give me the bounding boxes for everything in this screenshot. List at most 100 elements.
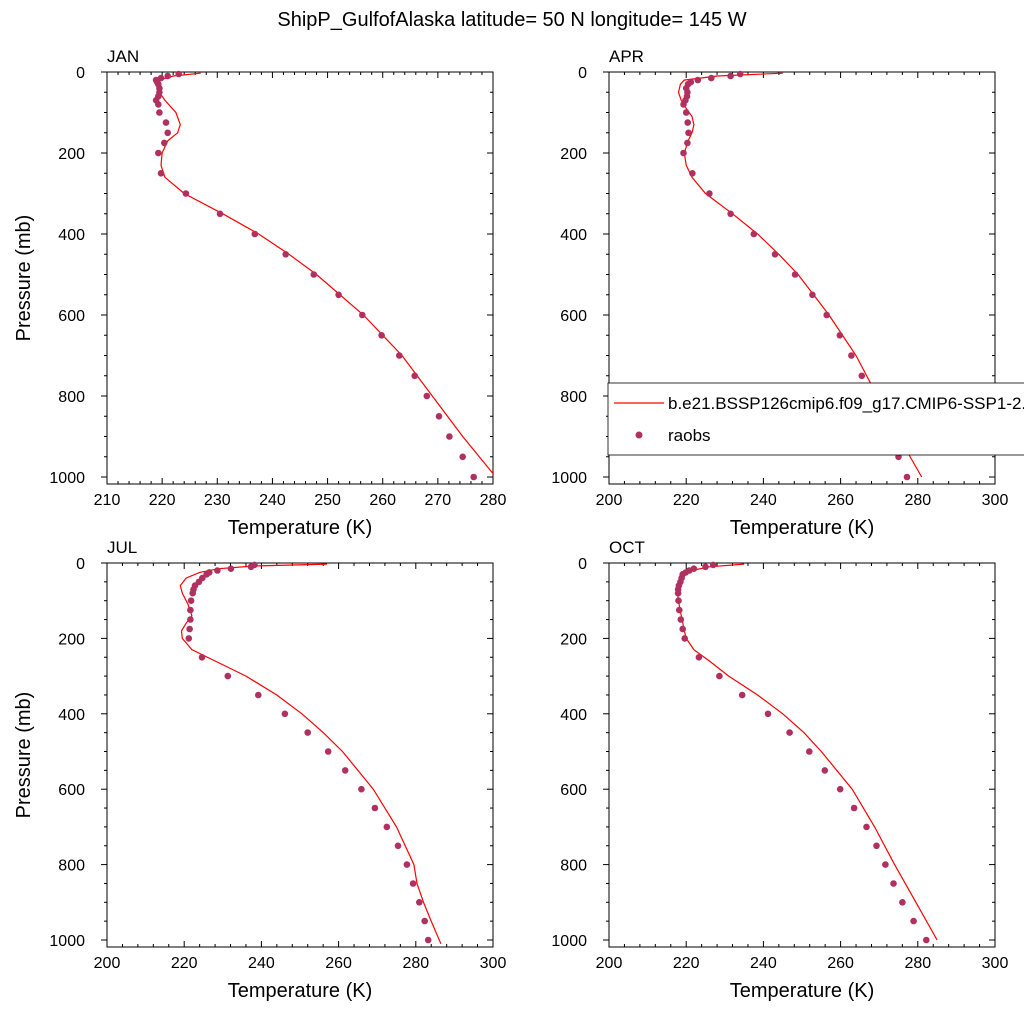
- raobs-point: [771, 251, 779, 258]
- raobs-point: [358, 785, 365, 793]
- x-tick-label: 260: [827, 492, 854, 509]
- raobs-point: [396, 352, 403, 359]
- x-tick-label: 280: [480, 492, 507, 509]
- raobs-point: [684, 119, 691, 126]
- raobs-point: [164, 129, 171, 137]
- raobs-point: [684, 139, 691, 147]
- raobs-point: [409, 880, 417, 887]
- model-series-line: [677, 72, 923, 478]
- legend: b.e21.BSSP126cmip6.f09_g17.CMIP6-SSP1-2.…: [607, 382, 1024, 456]
- x-tick-label: 280: [904, 492, 931, 509]
- raobs-point: [903, 473, 911, 481]
- y-tick-label: 200: [58, 631, 85, 648]
- raobs-point: [858, 372, 866, 380]
- raobs-point: [836, 332, 844, 339]
- x-tick-label: 280: [904, 955, 931, 972]
- y-axis-label: Pressure (mb): [13, 215, 35, 342]
- raobs-point: [403, 861, 411, 868]
- raobs-point: [873, 842, 880, 850]
- panel-jan: 210 220 230 240 250 260 270 280 0 200 400 600 800 100…: [13, 47, 506, 539]
- y-tick-label: 600: [58, 308, 85, 325]
- x-tick-label: 270: [425, 492, 452, 509]
- x-tick-label: 220: [673, 955, 700, 972]
- y-tick-label: 400: [560, 707, 587, 724]
- raobs-point: [216, 210, 224, 218]
- model-series-line: [157, 72, 493, 475]
- raobs-point: [470, 473, 478, 481]
- x-tick-label: 280: [402, 955, 429, 972]
- raobs-point: [689, 170, 696, 177]
- panel-label: OCT: [609, 538, 645, 557]
- y-axis-label: Pressure (mb): [13, 692, 35, 819]
- y-tick-label: 600: [58, 782, 85, 799]
- y-tick-label: 600: [560, 782, 587, 799]
- raobs-point: [182, 190, 190, 197]
- raobs-point: [809, 291, 816, 299]
- y-tick-label: 200: [560, 631, 587, 648]
- x-tick-label: 260: [325, 955, 352, 972]
- raobs-point: [156, 109, 163, 116]
- x-tick-label: 230: [204, 492, 231, 509]
- raobs-point: [359, 311, 366, 319]
- y-tick-label: 800: [560, 389, 587, 406]
- y-tick-label: 1000: [49, 470, 85, 487]
- raobs-point: [677, 616, 685, 623]
- legend-obs-label: raobs: [668, 426, 711, 445]
- raobs-point: [682, 109, 690, 116]
- raobs-point: [679, 625, 686, 633]
- legend-model-label: b.e21.BSSP126cmip6.f09_g17.CMIP6-SSP1-2.…: [668, 394, 1024, 413]
- raobs-point: [459, 453, 467, 461]
- y-tick-label: 0: [578, 65, 587, 82]
- raobs-point: [863, 823, 870, 831]
- panel-label: JUL: [107, 538, 137, 557]
- raobs-point: [836, 785, 844, 793]
- raobs-point: [335, 291, 342, 299]
- x-axis-label: Temperature (K): [730, 517, 875, 539]
- x-tick-label: 240: [259, 492, 286, 509]
- x-tick-label: 240: [750, 492, 777, 509]
- y-tick-label: 800: [58, 389, 85, 406]
- raobs-point: [727, 72, 734, 80]
- y-tick-label: 400: [58, 707, 85, 724]
- raobs-point: [187, 597, 195, 604]
- x-tick-label: 200: [596, 492, 623, 509]
- raobs-point: [175, 70, 182, 78]
- raobs-point: [681, 635, 688, 642]
- plot-frame: [106, 71, 494, 485]
- x-tick-label: 220: [673, 492, 700, 509]
- y-tick-label: 1000: [551, 933, 587, 950]
- raobs-point: [155, 101, 162, 108]
- raobs-point: [899, 899, 906, 906]
- x-tick-label: 300: [982, 492, 1009, 509]
- raobs-point: [764, 710, 772, 718]
- raobs-point: [187, 606, 194, 614]
- legend-obs-marker: [635, 431, 643, 439]
- panel-label: JAN: [107, 47, 139, 66]
- plot-frame: [608, 71, 996, 485]
- raobs-point: [421, 917, 429, 925]
- x-tick-label: 220: [171, 955, 198, 972]
- x-tick-label: 300: [480, 955, 507, 972]
- raobs-point: [424, 936, 432, 944]
- raobs-point: [157, 170, 165, 177]
- raobs-point: [709, 561, 717, 569]
- panel-oct: 200 220 240 260 280 300 0 200 400 600 800 1000 OCT Te…: [551, 538, 1008, 1002]
- x-tick-label: 220: [149, 492, 176, 509]
- raobs-point: [694, 76, 702, 84]
- raobs-point: [706, 190, 713, 197]
- x-tick-label: 260: [827, 955, 854, 972]
- raobs-point: [203, 571, 210, 578]
- x-tick-label: 210: [94, 492, 121, 509]
- y-tick-label: 200: [560, 146, 587, 163]
- raobs-point: [310, 271, 318, 278]
- raobs-point: [674, 589, 682, 597]
- raobs-point: [324, 748, 332, 755]
- raobs-point: [371, 804, 379, 812]
- raobs-point: [435, 413, 443, 420]
- raobs-point: [281, 710, 289, 718]
- raobs-point: [676, 606, 683, 614]
- panel-label: APR: [609, 47, 644, 66]
- raobs-point: [823, 311, 830, 319]
- raobs-point: [251, 230, 259, 238]
- raobs-point: [164, 72, 171, 80]
